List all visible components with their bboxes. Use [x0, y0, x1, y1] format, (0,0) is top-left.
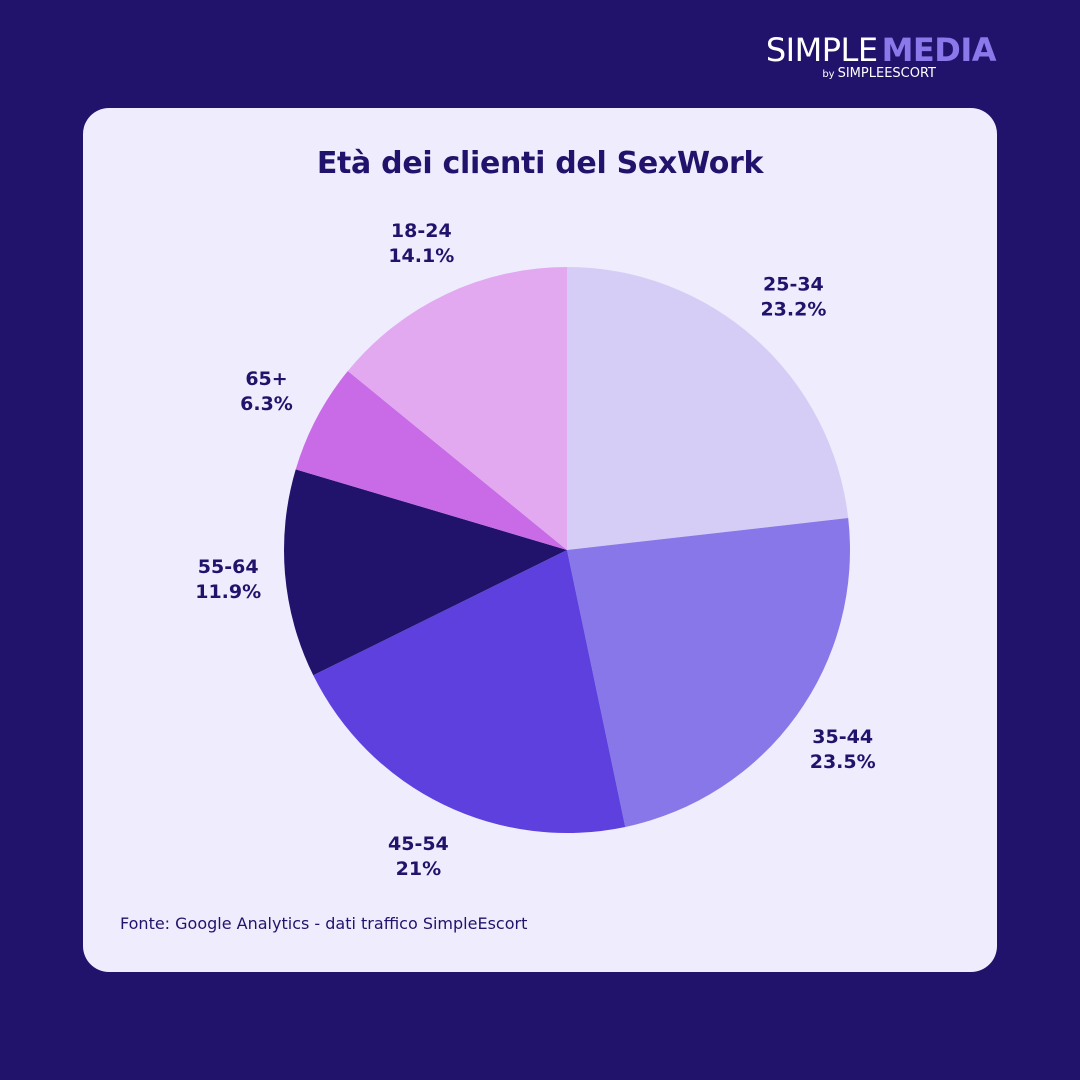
slice-category-65plus: 65+	[245, 368, 287, 390]
pie-slice-65plus	[295, 370, 567, 550]
brand-name-media: MEDIA	[881, 31, 997, 69]
brand-subtitle: by SIMPLEESCORT	[766, 66, 996, 83]
slice-value-25-34: 23.2%	[760, 298, 826, 320]
slice-category-45-54: 45-54	[388, 833, 449, 855]
pie-slice-45-54	[313, 550, 626, 834]
pie-slice-55-64	[284, 469, 567, 676]
slice-value-18-24: 14.1%	[388, 245, 454, 267]
pie-chart: 25-34 23.2% 35-44 23.5% 45-54 21% 55-64 11.9% 65…	[195, 220, 876, 880]
slice-label-25-34: 25-34 23.2%	[760, 273, 826, 320]
slice-label-55-64: 55-64 11.9%	[195, 556, 261, 603]
slice-value-65plus: 6.3%	[240, 393, 293, 415]
slice-value-55-64: 11.9%	[195, 581, 261, 603]
slice-label-45-54: 45-54 21%	[388, 833, 449, 880]
brand-logo: SIMPLE MEDIA by SIMPLEESCORT	[765, 31, 997, 83]
brand-name-simple: SIMPLE	[765, 31, 878, 69]
brand-wordmark: SIMPLE MEDIA	[765, 31, 997, 69]
slice-category-55-64: 55-64	[198, 556, 259, 578]
source-note: Fonte: Google Analytics - dati traffico …	[120, 914, 528, 933]
brand-by: by	[822, 69, 835, 80]
slice-label-18-24: 18-24 14.1%	[388, 220, 454, 267]
slice-label-65plus: 65+ 6.3%	[240, 368, 293, 415]
pie-slice-35-44	[567, 518, 850, 827]
slice-value-45-54: 21%	[396, 858, 441, 880]
slice-category-18-24: 18-24	[391, 220, 452, 242]
pie-slice-25-34	[567, 267, 849, 550]
slice-value-35-44: 23.5%	[810, 751, 876, 773]
pie-slice-18-24	[347, 267, 567, 550]
slice-label-35-44: 35-44 23.5%	[810, 726, 876, 773]
slice-category-35-44: 35-44	[812, 726, 873, 748]
slice-category-25-34: 25-34	[763, 273, 824, 295]
brand-sub-name: SIMPLEESCORT	[837, 66, 936, 81]
chart-card: Età dei clienti del SexWork 25-34 23.2% 35…	[83, 108, 997, 972]
chart-title: Età dei clienti del SexWork	[316, 146, 764, 181]
